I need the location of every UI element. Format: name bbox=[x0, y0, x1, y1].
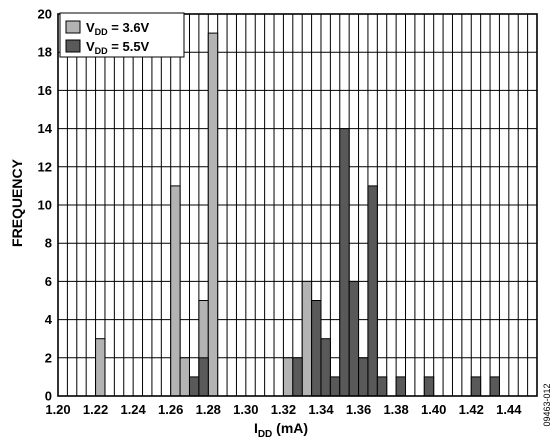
legend-swatch-5v5 bbox=[65, 39, 81, 53]
bar-vdd-5v5 bbox=[339, 128, 350, 397]
bar-vdd-5v5 bbox=[292, 357, 303, 397]
bar-vdd-5v5 bbox=[423, 376, 435, 397]
legend-swatch-3v6 bbox=[65, 20, 81, 34]
plot-frame bbox=[57, 13, 538, 397]
bar-vdd-5v5 bbox=[188, 376, 200, 397]
x-tick-label: 1.34 bbox=[308, 402, 334, 417]
y-tick-label: 2 bbox=[45, 350, 52, 365]
bar-vdd-3v6 bbox=[207, 32, 219, 397]
x-tick-label: 1.20 bbox=[45, 402, 70, 417]
bar-vdd-5v5 bbox=[395, 376, 407, 397]
figure-id: 09463-012 bbox=[542, 383, 552, 426]
bar-vdd-3v6 bbox=[179, 357, 190, 397]
y-axis-ticks: 0 2 4 6 8 10 12 14 16 18 20 bbox=[38, 7, 53, 404]
x-tick-label: 1.44 bbox=[496, 402, 522, 417]
bar-vdd-5v5 bbox=[320, 338, 331, 397]
legend: VDD = 3.6V VDD = 5.5V bbox=[59, 12, 185, 58]
x-axis-title-unit: (mA) bbox=[272, 420, 308, 436]
legend-box bbox=[59, 12, 185, 58]
bar-vdd-5v5 bbox=[376, 376, 388, 397]
x-axis-ticks: 1.20 1.22 1.24 1.26 1.28 1.30 1.32 1.34 1.36 1.38… bbox=[45, 402, 522, 417]
x-tick-label: 1.42 bbox=[459, 402, 484, 417]
x-tick-label: 1.32 bbox=[271, 402, 296, 417]
y-tick-label: 10 bbox=[38, 198, 52, 213]
bar-vdd-5v5 bbox=[367, 185, 378, 397]
x-tick-label: 1.40 bbox=[421, 402, 446, 417]
y-tick-label: 14 bbox=[38, 121, 53, 136]
x-axis-title: IDD (mA) bbox=[254, 420, 308, 440]
bar-vdd-3v6 bbox=[95, 338, 106, 397]
y-tick-label: 6 bbox=[45, 274, 52, 289]
y-axis-title: FREQUENCY bbox=[9, 158, 25, 247]
y-tick-label: 20 bbox=[38, 7, 52, 22]
bars-layer bbox=[95, 32, 500, 397]
x-tick-label: 1.26 bbox=[158, 402, 183, 417]
grid-lines bbox=[58, 14, 537, 396]
x-tick-label: 1.24 bbox=[120, 402, 146, 417]
bar-vdd-3v6 bbox=[282, 357, 294, 397]
bar-vdd-5v5 bbox=[358, 357, 369, 397]
y-tick-label: 0 bbox=[45, 389, 52, 404]
bar-vdd-3v6 bbox=[301, 280, 313, 397]
x-tick-label: 1.28 bbox=[196, 402, 221, 417]
legend-label-5v5: VDD = 5.5V bbox=[86, 39, 150, 56]
x-axis-title-subscript: DD bbox=[258, 429, 272, 440]
y-tick-label: 18 bbox=[38, 45, 52, 60]
y-tick-label: 8 bbox=[45, 236, 52, 251]
bar-vdd-5v5 bbox=[470, 376, 482, 397]
bar-vdd-3v6 bbox=[170, 185, 181, 397]
x-tick-label: 1.30 bbox=[233, 402, 258, 417]
x-tick-label: 1.38 bbox=[383, 402, 408, 417]
bar-vdd-5v5 bbox=[329, 376, 341, 397]
y-tick-label: 16 bbox=[38, 83, 52, 98]
legend-label-3v6: VDD = 3.6V bbox=[86, 20, 150, 37]
bar-vdd-5v5 bbox=[348, 280, 360, 397]
y-tick-label: 4 bbox=[45, 312, 53, 327]
bar-vdd-5v5 bbox=[311, 300, 322, 397]
y-tick-label: 12 bbox=[38, 159, 52, 174]
x-tick-label: 1.36 bbox=[346, 402, 371, 417]
bar-vdd-5v5 bbox=[198, 357, 209, 397]
x-axis-title-main: I bbox=[254, 420, 258, 436]
bar-vdd-5v5 bbox=[489, 376, 500, 397]
x-tick-label: 1.22 bbox=[83, 402, 108, 417]
